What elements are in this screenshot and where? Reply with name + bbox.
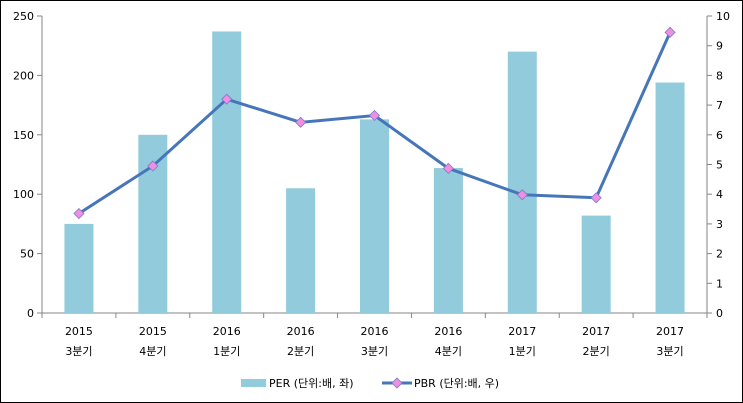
x-tick-label-quarter: 3분기 [65,345,92,358]
right-tick-label: 4 [716,188,723,201]
x-tick-label-year: 2016 [213,325,241,338]
x-tick-label-quarter: 4분기 [139,345,166,358]
legend-pbr-label: PBR (단위:배, 우) [414,377,499,390]
x-tick-label-quarter: 3분기 [361,345,388,358]
pbr-marker [442,162,454,174]
right-tick-label: 1 [716,277,723,290]
legend-per-label: PER (단위:배, 좌) [269,377,354,390]
x-tick-label-quarter: 2분기 [583,345,610,358]
left-tick-label: 100 [13,188,34,201]
per-bar [655,82,685,313]
left-tick-label: 150 [13,129,34,142]
left-tick-label: 200 [13,69,34,82]
x-tick-label-year: 2015 [65,325,93,338]
per-bar [581,215,611,313]
per-bar [286,188,316,313]
right-tick-label: 0 [716,307,723,320]
pbr-marker [664,26,676,38]
pbr-marker [147,160,159,172]
right-tick-label: 8 [716,69,723,82]
per-bar [212,31,242,313]
pbr-marker [73,207,85,220]
pbr-marker [590,192,602,204]
x-tick-label-year: 2016 [361,325,389,338]
right-tick-label: 5 [716,159,723,172]
x-tick-label-quarter: 3분기 [656,345,683,358]
legend-pbr-marker [391,377,403,389]
right-tick-label: 2 [716,248,723,261]
x-tick-label-year: 2017 [656,325,684,338]
left-tick-label: 0 [27,307,34,320]
per-bar [64,223,94,313]
right-tick-label: 3 [716,218,723,231]
pbr-marker [221,93,233,105]
right-tick-label: 10 [716,10,730,23]
x-tick-label-year: 2015 [139,325,167,338]
left-tick-label: 50 [20,248,34,261]
right-tick-label: 7 [716,99,723,112]
per-bar [360,119,389,313]
left-tick-label: 250 [13,10,34,23]
x-tick-label-quarter: 1분기 [509,345,536,358]
right-tick-label: 9 [716,40,723,53]
x-tick-label-year: 2017 [508,325,536,338]
right-tick-label: 6 [716,129,723,142]
x-tick-label-quarter: 4분기 [435,345,462,358]
x-tick-label-year: 2016 [287,325,315,338]
pbr-marker [516,189,528,201]
pbr-marker [368,109,381,122]
x-tick-label-quarter: 1분기 [213,345,240,358]
per-bar [433,168,463,313]
x-tick-label-year: 2016 [434,325,462,338]
per-bar [507,51,537,313]
x-tick-label-year: 2017 [582,325,610,338]
x-tick-label-quarter: 2분기 [287,345,314,358]
legend-per-swatch [241,379,266,387]
pbr-marker [295,116,307,128]
